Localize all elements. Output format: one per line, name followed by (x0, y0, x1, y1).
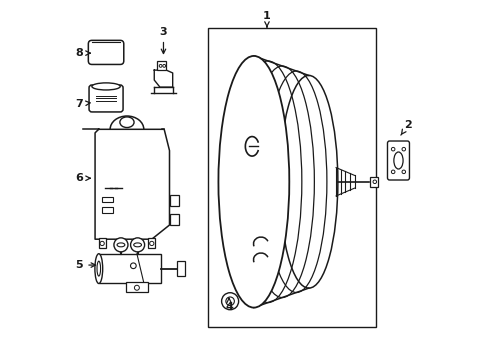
Bar (157, 61, 166, 70)
Ellipse shape (117, 243, 125, 247)
Circle shape (221, 293, 239, 310)
Circle shape (114, 238, 128, 252)
Bar (370, 177, 378, 187)
Text: 4: 4 (225, 298, 233, 311)
Ellipse shape (280, 76, 338, 288)
Text: 2: 2 (401, 120, 412, 135)
Ellipse shape (120, 117, 134, 127)
Polygon shape (95, 129, 170, 239)
Bar (148, 238, 155, 248)
Circle shape (392, 147, 395, 151)
Bar (126, 283, 147, 292)
Bar (170, 215, 179, 225)
Circle shape (373, 180, 377, 184)
Circle shape (131, 238, 145, 252)
Text: 6: 6 (75, 173, 90, 183)
Bar (170, 195, 179, 206)
Circle shape (100, 241, 104, 246)
Text: 5: 5 (75, 260, 96, 270)
Circle shape (163, 64, 166, 67)
FancyBboxPatch shape (88, 40, 124, 64)
Circle shape (402, 147, 406, 151)
Bar (102, 197, 113, 202)
FancyBboxPatch shape (388, 141, 410, 180)
Bar (98, 238, 106, 248)
Circle shape (159, 64, 162, 67)
Circle shape (134, 285, 139, 290)
Text: 7: 7 (75, 99, 90, 109)
Ellipse shape (394, 152, 403, 169)
Bar (208, 28, 376, 327)
Ellipse shape (97, 261, 100, 276)
Circle shape (402, 170, 406, 174)
Bar (177, 261, 185, 276)
Text: 8: 8 (75, 48, 90, 58)
Text: 1: 1 (263, 11, 271, 27)
Text: 3: 3 (160, 27, 167, 54)
Ellipse shape (134, 243, 142, 247)
Bar (102, 207, 113, 213)
Circle shape (226, 297, 234, 306)
Circle shape (130, 263, 136, 269)
FancyBboxPatch shape (89, 85, 123, 112)
Ellipse shape (219, 56, 289, 307)
Circle shape (392, 170, 395, 174)
Circle shape (149, 241, 154, 246)
Ellipse shape (95, 254, 103, 283)
Ellipse shape (92, 83, 120, 90)
Bar (99, 254, 161, 283)
